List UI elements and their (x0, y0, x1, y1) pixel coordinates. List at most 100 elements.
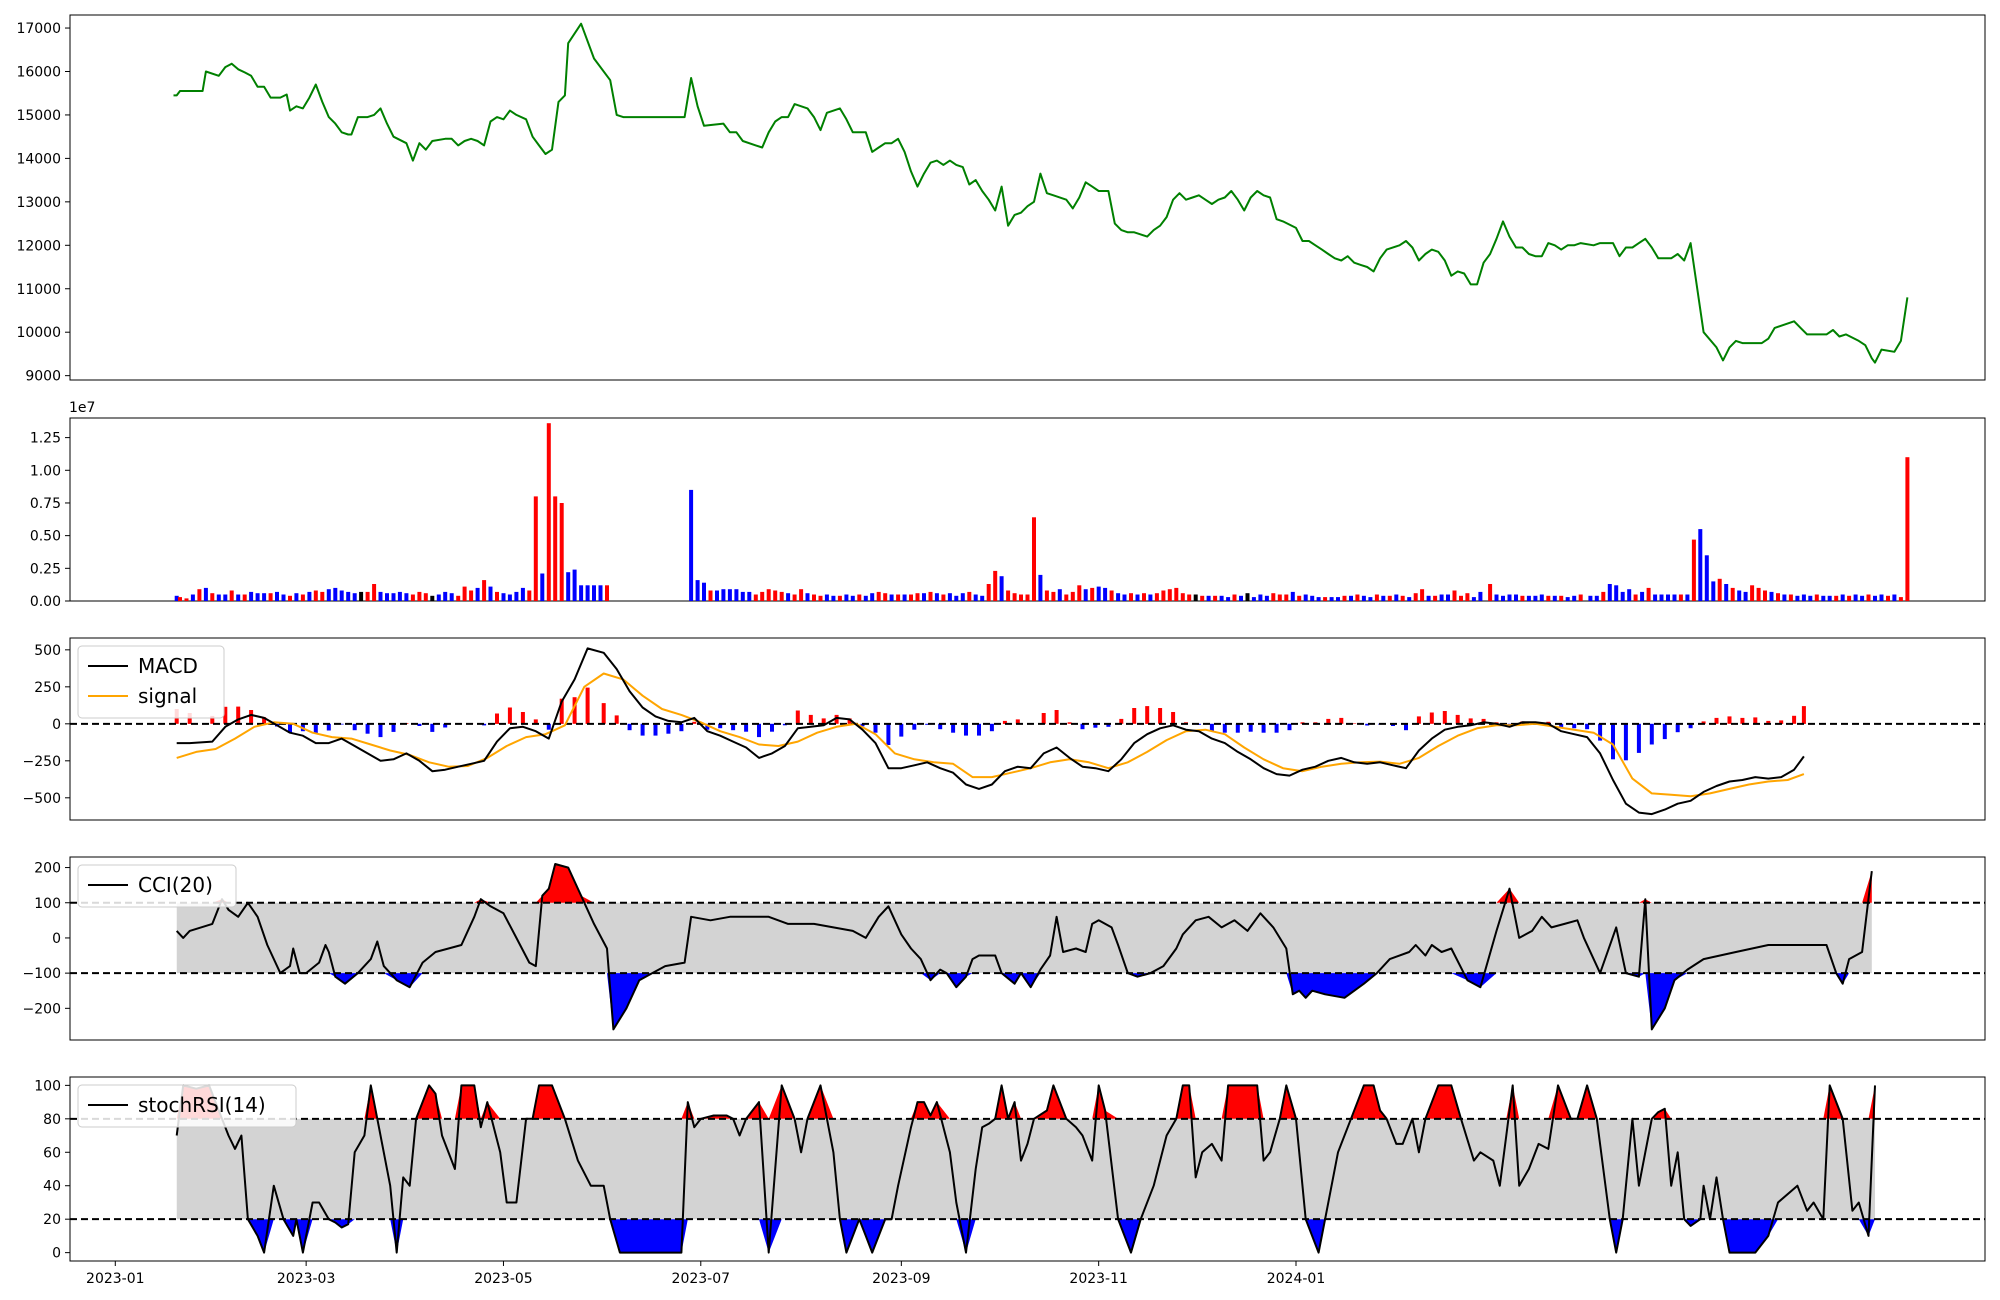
volume-bar (896, 594, 901, 601)
volume-bar (365, 591, 370, 601)
volume-bar (1494, 594, 1499, 601)
volume-bar (740, 591, 745, 601)
volume-bar (1349, 595, 1353, 601)
macd-histogram-bar (1171, 712, 1176, 724)
volume-bar (1109, 590, 1114, 601)
volume-bar (1588, 595, 1593, 601)
volume-bar (1122, 594, 1127, 601)
volume-bar (294, 593, 299, 601)
macd-histogram-bar (1287, 723, 1292, 731)
volume-bar (1898, 597, 1903, 601)
volume-bar (1400, 595, 1405, 601)
macd-histogram-bar (1779, 720, 1784, 724)
volume-bar (1756, 587, 1761, 601)
stochrsi-ytick-label: 0 (52, 1246, 61, 1262)
volume-bar (1006, 590, 1011, 601)
volume-bar (1488, 584, 1493, 601)
volume-bar (1763, 590, 1767, 601)
volume-ytick-label: 1.00 (30, 463, 61, 479)
volume-bar (572, 569, 577, 601)
macd-histogram-bar (757, 723, 761, 738)
stochrsi-ytick-label: 40 (43, 1179, 61, 1195)
stochrsi-oversold-fill (176, 1219, 1876, 1253)
cci-axes-frame (69, 856, 1986, 1041)
volume-bar (391, 593, 396, 601)
volume-bar (1847, 595, 1852, 601)
volume-bar (1103, 587, 1108, 601)
cci-legend-box (77, 864, 237, 908)
macd-histogram-bar (705, 723, 710, 730)
macd-histogram-bar (1041, 713, 1046, 724)
volume-bar (1336, 597, 1340, 601)
volume-bar (1064, 594, 1069, 601)
volume-bar (1439, 594, 1444, 601)
volume-bar (902, 594, 907, 601)
macd-histogram-bar (1145, 706, 1150, 724)
volume-bar (824, 594, 829, 601)
volume-bar (1174, 587, 1179, 601)
macd-histogram-bar (1740, 717, 1745, 724)
volume-bar (1200, 595, 1205, 601)
macd-histogram-bar (572, 697, 577, 724)
macd-histogram-bar (1274, 723, 1279, 733)
volume-bar (178, 597, 182, 601)
volume-bar (197, 589, 202, 601)
volume-bar (1355, 594, 1360, 601)
macd-histogram-bar (1093, 723, 1098, 728)
volume-bar (708, 590, 713, 601)
volume-bar (1533, 595, 1538, 601)
macd-histogram-bar (795, 710, 800, 724)
volume-bar (1057, 589, 1062, 601)
cci-oversold-fill (176, 973, 1872, 1030)
volume-bar (1672, 594, 1677, 601)
macd-histogram-bar (744, 723, 749, 732)
volume-bar (889, 594, 894, 601)
macd-histogram-bar (834, 714, 839, 724)
volume-bar (469, 590, 474, 601)
macd-histogram-bar (731, 723, 736, 731)
volume-bar (993, 570, 998, 601)
macd-histogram-bar (1352, 723, 1357, 724)
macd-histogram-bar (443, 723, 448, 728)
volume-bar (1381, 595, 1386, 601)
macd-histogram-bar (912, 723, 917, 730)
volume-bar (1090, 587, 1095, 601)
volume-bar (229, 590, 234, 601)
volume-bar (1407, 597, 1412, 601)
volume-bar (443, 591, 448, 601)
macd-histogram-bar (770, 723, 774, 732)
volume-bar (760, 591, 765, 601)
volume-bar (1698, 529, 1703, 601)
macd-histogram-bar (585, 687, 590, 724)
stochrsi-neutral-band (176, 1118, 1876, 1220)
volume-bar (1685, 594, 1690, 601)
volume-bar (1213, 595, 1218, 601)
volume-bar (1232, 594, 1237, 601)
macd-histogram-bar (640, 723, 645, 736)
macd-histogram-bar (821, 718, 826, 724)
volume-bar (1271, 593, 1276, 601)
signal-line (176, 672, 1805, 798)
volume-bar (960, 593, 965, 601)
volume-bar (288, 595, 292, 601)
volume-bar (1219, 595, 1224, 601)
macd-histogram-bar (692, 721, 697, 724)
volume-bar (410, 594, 415, 601)
macd-histogram-bar (1326, 718, 1331, 724)
volume-bar (501, 593, 506, 601)
cci-ytick-label: 200 (34, 861, 61, 877)
macd-histogram-bar (679, 723, 684, 732)
volume-ytick-label: 1.25 (30, 431, 61, 447)
macd-histogram-bar (1611, 723, 1615, 760)
volume-bar (1290, 591, 1295, 601)
volume-bar (346, 591, 351, 601)
volume-bar (1420, 589, 1425, 601)
macd-histogram-bar (1455, 714, 1460, 724)
volume-bar (404, 593, 409, 601)
volume-bar (605, 585, 609, 601)
volume-bar (1025, 594, 1030, 601)
volume-bar (1077, 585, 1082, 601)
volume-bar (372, 584, 377, 601)
volume-bar (753, 594, 758, 601)
volume-bar (352, 593, 357, 601)
